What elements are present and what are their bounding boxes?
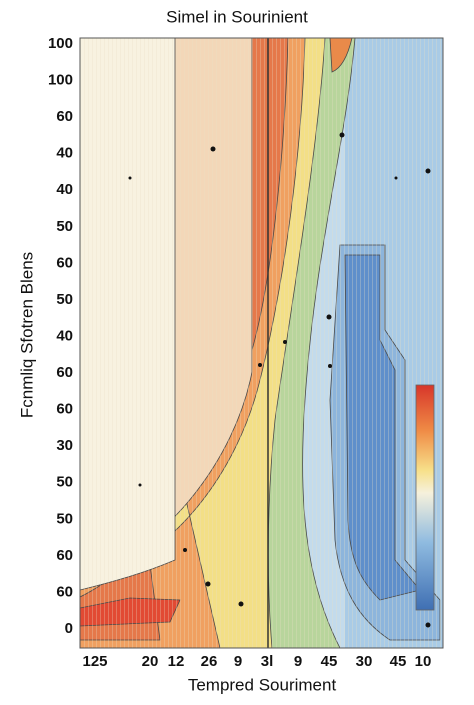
- y-tick-label: 100: [48, 35, 73, 52]
- y-tick-label: 60: [56, 583, 73, 600]
- y-axis-label: Fcnmliq Sfotren Blens: [17, 252, 36, 418]
- x-tick-label: 10: [415, 653, 432, 670]
- y-tick-label: 50: [56, 218, 73, 235]
- x-tick-label: 30: [356, 653, 373, 670]
- x-tick-label: 9: [234, 653, 242, 670]
- y-tick-label: 40: [56, 145, 73, 162]
- x-tick-label: 26: [201, 653, 218, 670]
- y-axis: 100 100 60 40 40 50 60 50 40 60 60 30 50 50 60 60 0: [48, 35, 73, 637]
- y-tick-label: 60: [56, 108, 73, 125]
- y-tick-label: 40: [56, 181, 73, 198]
- x-tick-label: 9: [294, 653, 302, 670]
- x-tick-label: 20: [142, 653, 159, 670]
- x-tick-label: 45: [390, 653, 407, 670]
- x-tick-label: 125: [82, 653, 107, 670]
- y-tick-label: 60: [56, 401, 73, 418]
- y-tick-label: 0: [65, 620, 73, 637]
- y-tick-label: 30: [56, 437, 73, 454]
- y-tick-label: 60: [56, 364, 73, 381]
- y-tick-label: 50: [56, 474, 73, 491]
- x-axis: 125 20 12 26 9 3l 9 45 30 45 10: [82, 653, 431, 670]
- y-tick-label: 40: [56, 327, 73, 344]
- colorbar: [415, 384, 435, 611]
- y-tick-label: 50: [56, 291, 73, 308]
- x-tick-label: 12: [168, 653, 185, 670]
- y-tick-label: 60: [56, 547, 73, 564]
- y-tick-label: 50: [56, 510, 73, 527]
- chart-title: Simel in Sourinient: [166, 7, 308, 26]
- y-tick-label: 60: [56, 254, 73, 271]
- contour-field: [80, 38, 443, 648]
- y-tick-label: 100: [48, 72, 73, 89]
- x-tick-label: 45: [321, 653, 338, 670]
- x-tick-label: 3l: [261, 653, 274, 670]
- x-axis-label: Tempred Souriment: [188, 675, 337, 694]
- plot-frame: [79, 37, 444, 649]
